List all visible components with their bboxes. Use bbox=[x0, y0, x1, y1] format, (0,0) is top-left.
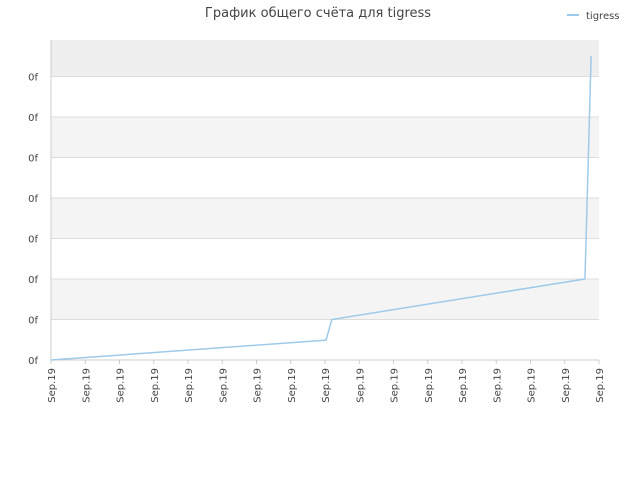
x-tick-label: Sep.19 bbox=[116, 368, 127, 403]
y-tick-label: 0f bbox=[28, 72, 38, 83]
band bbox=[51, 238, 599, 279]
x-tick-label: Sep.19 bbox=[81, 368, 92, 403]
x-tick-label: Sep.19 bbox=[287, 368, 298, 403]
line bbox=[50, 55, 592, 361]
legend-label: tigress bbox=[586, 11, 620, 22]
x-tick-label: Sep.19 bbox=[492, 368, 503, 403]
y-tick-label: 0f bbox=[28, 153, 38, 164]
x-tick-label: Sep.19 bbox=[458, 368, 469, 403]
band bbox=[51, 157, 599, 198]
x-tick-label: Sep.19 bbox=[150, 368, 161, 403]
x-tick-label: Sep.19 bbox=[355, 368, 366, 403]
y-tick-label: 0f bbox=[28, 275, 38, 286]
band bbox=[51, 76, 599, 117]
x-tick-label: Sep.19 bbox=[253, 368, 264, 403]
x-tick-label: Sep.19 bbox=[218, 368, 229, 403]
x-tick-label: Sep.19 bbox=[527, 368, 538, 403]
x-tick-label: Sep.19 bbox=[390, 368, 401, 403]
x-tick-label: Sep.19 bbox=[184, 368, 195, 403]
band bbox=[51, 40, 599, 77]
y-tick-label: 0f bbox=[28, 356, 38, 367]
x-tick-label: Sep.19 bbox=[47, 368, 58, 403]
band bbox=[51, 197, 599, 239]
x-tick-label: Sep.19 bbox=[595, 368, 606, 403]
chart-title: График общего счёта для tigress bbox=[205, 6, 431, 21]
x-tick-label: Sep.19 bbox=[321, 368, 332, 403]
y-tick-label: 0f bbox=[28, 315, 38, 326]
y-tick-label: 0f bbox=[28, 234, 38, 245]
y-tick-label: 0f bbox=[28, 113, 38, 124]
band bbox=[51, 278, 599, 320]
band bbox=[51, 116, 599, 158]
x-tick-label: Sep.19 bbox=[424, 368, 435, 403]
x-tick-label: Sep.19 bbox=[561, 368, 572, 403]
y-tick-label: 0f bbox=[28, 194, 38, 205]
